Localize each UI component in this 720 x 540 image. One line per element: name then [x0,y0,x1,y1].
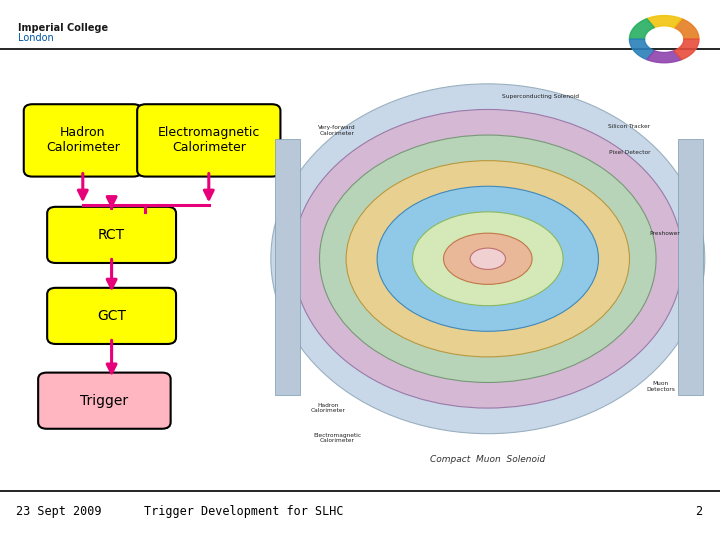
Polygon shape [674,19,699,39]
Text: Imperial College: Imperial College [18,23,108,33]
Text: RCT: RCT [98,228,125,242]
Ellipse shape [320,135,656,382]
Polygon shape [674,39,699,59]
FancyBboxPatch shape [48,288,176,344]
Ellipse shape [346,160,629,357]
FancyBboxPatch shape [137,104,280,177]
Text: Silicon Tracker: Silicon Tracker [608,124,651,129]
FancyBboxPatch shape [275,139,300,395]
FancyBboxPatch shape [24,104,142,177]
Polygon shape [629,19,654,39]
Ellipse shape [271,84,705,434]
Text: Trigger: Trigger [81,394,128,408]
Ellipse shape [377,186,598,331]
Polygon shape [647,51,682,63]
Text: London: London [18,33,54,44]
Text: CMS: CMS [657,37,672,42]
Ellipse shape [293,110,683,408]
Text: Electromagnetic
Calorimeter: Electromagnetic Calorimeter [158,126,260,154]
Text: 23 Sept 2009: 23 Sept 2009 [16,505,102,518]
Text: Hadron
Calorimeter: Hadron Calorimeter [46,126,120,154]
Text: Compact  Muon  Solenoid: Compact Muon Solenoid [430,455,546,463]
FancyBboxPatch shape [38,373,171,429]
FancyBboxPatch shape [48,207,176,263]
Text: Pixel Detector: Pixel Detector [608,150,650,154]
Ellipse shape [470,248,505,269]
Text: GCT: GCT [97,309,126,323]
FancyBboxPatch shape [678,139,703,395]
Ellipse shape [444,233,532,285]
Ellipse shape [413,212,563,306]
Polygon shape [647,16,682,28]
Text: Hadron
Calorimeter: Hadron Calorimeter [311,403,346,414]
Text: Preshower: Preshower [649,231,680,235]
Text: Muon
Detectors: Muon Detectors [646,381,675,392]
Text: Very-forward
Calorimeter: Very-forward Calorimeter [318,125,356,136]
Text: Trigger Development for SLHC: Trigger Development for SLHC [144,505,343,518]
Text: Electromagnetic
Calorimeter: Electromagnetic Calorimeter [313,433,361,443]
Text: 2: 2 [695,505,702,518]
Text: Superconducting Solenoid: Superconducting Solenoid [503,94,580,99]
Polygon shape [629,39,654,59]
